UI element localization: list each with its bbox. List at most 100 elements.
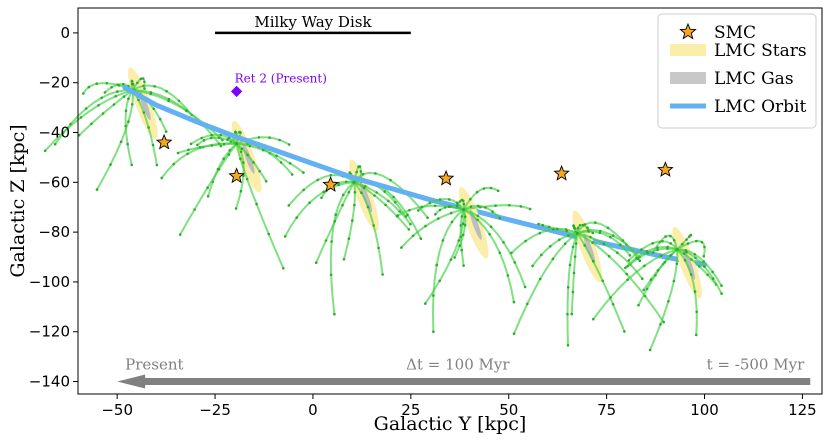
y-tick-label: 0 — [60, 24, 70, 42]
stream-particle — [124, 109, 128, 113]
stream-particle — [278, 138, 281, 142]
stream-particle — [334, 213, 338, 216]
stream-particle — [130, 163, 133, 167]
stream-particle — [506, 274, 510, 277]
stream-particle — [571, 290, 575, 294]
stream-particle — [131, 83, 135, 86]
stream-particle — [656, 248, 659, 252]
tidal-stream — [177, 142, 238, 154]
stream-particle — [137, 98, 140, 102]
tidal-stream — [649, 248, 679, 351]
stream-particle — [686, 242, 690, 245]
stream-particle — [524, 239, 527, 243]
tidal-stream — [462, 208, 515, 304]
stream-particle — [698, 265, 701, 268]
stream-particle — [95, 82, 98, 85]
stream-particle — [537, 222, 540, 226]
stream-particle — [200, 136, 203, 140]
stream-particle — [689, 233, 693, 237]
stream-particle — [158, 117, 162, 121]
stream-particle — [264, 180, 268, 183]
stream-particle — [387, 199, 390, 203]
stream-particle — [100, 96, 103, 100]
stream-particle — [607, 254, 611, 258]
plot-area — [43, 67, 723, 352]
legend-lmc-gas-swatch — [670, 72, 706, 84]
stream-particle — [645, 287, 649, 291]
y-tick-label: −100 — [29, 273, 70, 291]
stream-particle — [642, 288, 645, 292]
stream-particle — [424, 302, 427, 305]
tidal-stream — [131, 89, 222, 147]
smc-star-marker — [437, 169, 455, 186]
stream-particle — [329, 273, 333, 277]
stream-particle — [189, 142, 193, 146]
stream-particle — [616, 251, 619, 254]
tick-layer: −50 −25 0 25 50 75 100 125 0 −20 −40 −60 −80 −100 −120… — [29, 24, 817, 419]
stream-particle — [381, 273, 384, 276]
stream-particle — [502, 241, 505, 244]
stream-particle — [662, 320, 665, 324]
smc-star-marker — [228, 167, 245, 184]
tidal-stream — [96, 89, 135, 191]
stream-particle — [685, 250, 688, 254]
stream-particle — [463, 223, 467, 227]
stream-particle — [351, 219, 354, 222]
stream-particle — [393, 200, 397, 204]
stream-particle — [155, 163, 159, 167]
stream-particle — [417, 209, 420, 212]
stream-particle — [432, 294, 435, 297]
x-tick-label: 0 — [308, 401, 318, 419]
stream-particle — [372, 224, 376, 227]
tidal-stream — [343, 181, 356, 261]
stream-particle — [389, 178, 392, 182]
stream-particle — [706, 273, 709, 277]
stream-particle — [101, 112, 105, 115]
stream-particle — [258, 169, 262, 173]
stream-particle — [333, 312, 336, 316]
stream-particle — [160, 176, 163, 180]
stream-particle — [398, 210, 402, 213]
stream-particle — [392, 195, 395, 199]
stream-particle — [619, 243, 622, 246]
stream-particle — [167, 99, 170, 103]
tidal-stream — [424, 208, 465, 305]
stream-particle — [669, 254, 673, 257]
stream-particle — [374, 172, 377, 175]
stream-particle — [523, 285, 527, 289]
stream-particle — [694, 333, 698, 337]
tidal-stream — [44, 89, 134, 152]
tidal-stream — [624, 245, 679, 269]
stream-particle — [462, 202, 466, 206]
stream-particle — [234, 207, 238, 210]
stream-particle — [567, 234, 570, 237]
stream-particle — [659, 323, 662, 326]
lmc-snapshot — [592, 226, 723, 352]
stream-particle — [330, 240, 333, 243]
stream-particle — [217, 136, 221, 139]
stream-particle — [581, 223, 585, 227]
stream-particle — [186, 152, 189, 156]
stream-particle — [153, 85, 156, 88]
stream-particle — [457, 239, 461, 242]
stream-particle — [302, 188, 306, 192]
legend: SMC LMC Stars LMC Gas LMC Orbit — [657, 13, 817, 129]
stream-particle — [187, 148, 190, 152]
tidal-stream — [576, 232, 626, 333]
stream-particle — [320, 196, 323, 200]
tidal-stream — [431, 208, 465, 333]
stream-particle — [432, 330, 435, 334]
stream-particle — [693, 253, 697, 256]
stream-particle — [202, 139, 206, 142]
stream-particle — [578, 224, 582, 227]
stream-particle — [177, 99, 181, 103]
stream-particle — [409, 222, 412, 226]
stream-particle — [573, 255, 577, 258]
stream-particle — [659, 254, 663, 257]
stream-particle — [262, 148, 265, 152]
stream-particle — [117, 84, 121, 87]
stream-particle — [226, 138, 229, 141]
stream-particle — [711, 270, 714, 274]
tidal-stream — [353, 181, 410, 231]
smc-star-marker — [155, 133, 173, 150]
